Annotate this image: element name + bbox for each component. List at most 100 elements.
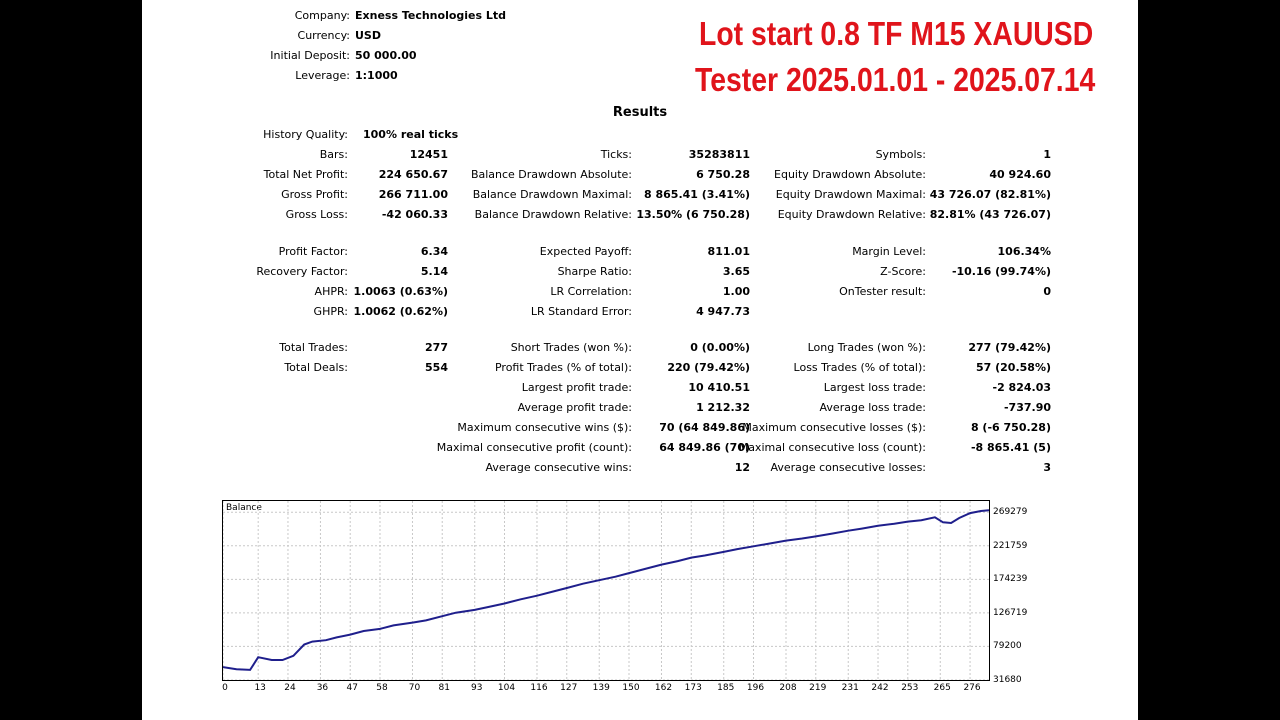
c2-stat-label: Balance Drawdown Maximal: xyxy=(472,188,632,201)
x-tick-label: 242 xyxy=(871,683,889,693)
c2-stat-label: Maximum consecutive wins ($): xyxy=(457,421,632,434)
c1-stat-label: Gross Loss: xyxy=(285,208,348,221)
x-tick-label: 81 xyxy=(438,683,450,693)
initial-deposit-label: Initial Deposit: xyxy=(270,49,350,62)
c1-stat-value: -42 060.33 xyxy=(381,208,448,221)
x-tick-label: 24 xyxy=(284,683,296,693)
c2-stat-value: 12 xyxy=(734,461,750,474)
c3-stat-value: 3 xyxy=(1043,461,1051,474)
c2-stat-value: 3.65 xyxy=(722,265,750,278)
c3-stat-label: OnTester result: xyxy=(839,285,926,298)
x-tick-label: 173 xyxy=(684,683,702,693)
c3-stat-label: Symbols: xyxy=(875,148,926,161)
x-tick-label: 13 xyxy=(254,683,266,693)
x-tick-label: 36 xyxy=(316,683,329,693)
c2-stat-label: Average consecutive wins: xyxy=(485,461,632,474)
c3-stat-value: 57 (20.58%) xyxy=(975,361,1051,374)
c3-stat-value: 8 (-6 750.28) xyxy=(970,421,1051,434)
c1-stat-value: 1.0062 (0.62%) xyxy=(353,305,449,318)
c2-stat-label: LR Correlation: xyxy=(550,285,632,298)
overlay-settings-text: Lot start 0.8 TF M15 XAUUSD xyxy=(699,15,1094,52)
y-tick-label: 221759 xyxy=(993,540,1028,551)
x-tick-label: 253 xyxy=(901,683,919,693)
c3-stat-label: Loss Trades (% of total): xyxy=(793,361,926,374)
c1-stat-value: 12451 xyxy=(409,148,448,161)
c2-stat-label: Short Trades (won %): xyxy=(510,341,632,354)
c2-stat-value: 1 212.32 xyxy=(696,401,750,414)
c2-stat-value: 10 410.51 xyxy=(688,381,750,394)
c2-stat-value: 220 (79.42%) xyxy=(667,361,750,374)
c3-stat-label: Long Trades (won %): xyxy=(807,341,926,354)
c3-stat-value: 40 924.60 xyxy=(989,168,1051,181)
c3-stat-label: Maximum consecutive losses ($): xyxy=(742,421,926,434)
c1-stat-value: 224 650.67 xyxy=(378,168,448,181)
c2-stat-value: 1.00 xyxy=(722,285,750,298)
c1-stat-label: AHPR: xyxy=(314,285,348,298)
balance-chart: Balance xyxy=(222,500,990,681)
c1-stat-label: Total Net Profit: xyxy=(263,168,348,181)
y-tick-label: 79200 xyxy=(993,641,1022,652)
overlay-tester-period-text: Tester 2025.01.01 - 2025.07.14 xyxy=(695,61,1096,98)
c2-stat-label: Expected Payoff: xyxy=(539,245,632,258)
c2-stat-value: 0 (0.00%) xyxy=(690,341,750,354)
c3-stat-label: Average consecutive losses: xyxy=(770,461,926,474)
c2-stat-label: Balance Drawdown Absolute: xyxy=(470,168,632,181)
leverage-value: 1:1000 xyxy=(355,69,398,82)
c1-stat-label: Total Deals: xyxy=(284,361,348,374)
c2-stat-label: Maximal consecutive profit (count): xyxy=(436,441,632,454)
x-tick-label: 276 xyxy=(963,683,981,693)
x-tick-label: 58 xyxy=(376,683,388,693)
chart-title: Balance xyxy=(226,503,262,513)
x-tick-label: 0 xyxy=(222,683,228,693)
c1-stat-label: Gross Profit: xyxy=(281,188,348,201)
x-tick-label: 104 xyxy=(497,683,516,693)
currency-label: Currency: xyxy=(297,29,350,42)
c3-stat-value: 0 xyxy=(1043,285,1051,298)
balance-series-line xyxy=(223,509,989,671)
report-sheet: Company: Exness Technologies Ltd Currenc… xyxy=(142,0,1138,720)
x-tick-label: 231 xyxy=(841,683,859,693)
c3-stat-value: 1 xyxy=(1043,148,1051,161)
c2-stat-value: 70 (64 849.86) xyxy=(659,421,750,434)
x-tick-label: 185 xyxy=(717,683,735,693)
c2-stat-value: 64 849.86 (70) xyxy=(659,441,750,454)
c3-stat-label: Maximal consecutive loss (count): xyxy=(738,441,926,454)
c3-stat-label: Largest loss trade: xyxy=(823,381,926,394)
c3-stat-value: 43 726.07 (82.81%) xyxy=(929,188,1051,201)
c2-stat-value: 35283811 xyxy=(688,148,750,161)
c2-stat-label: Ticks: xyxy=(600,148,632,161)
c2-stat-value: 6 750.28 xyxy=(696,168,750,181)
c2-stat-label: Balance Drawdown Relative: xyxy=(474,208,632,221)
y-tick-label: 174239 xyxy=(993,574,1028,585)
c1-stat-value: 266 711.00 xyxy=(378,188,448,201)
c1-stat-label: Profit Factor: xyxy=(278,245,348,258)
c2-stat-label: Profit Trades (% of total): xyxy=(494,361,632,374)
c1-stat-label: GHPR: xyxy=(313,305,348,318)
c3-stat-value: -737.90 xyxy=(1003,401,1051,414)
x-tick-label: 265 xyxy=(933,683,951,693)
c3-stat-label: Margin Level: xyxy=(852,245,926,258)
c2-stat-label: LR Standard Error: xyxy=(530,305,632,318)
c3-stat-value: -2 824.03 xyxy=(992,381,1052,394)
x-tick-label: 162 xyxy=(654,683,673,693)
leverage-label: Leverage: xyxy=(295,69,350,82)
c1-stat-value: 1.0063 (0.63%) xyxy=(353,285,449,298)
x-tick-label: 208 xyxy=(779,683,797,693)
c3-stat-label: Equity Drawdown Relative: xyxy=(777,208,926,221)
y-tick-label: 31680 xyxy=(993,675,1022,685)
x-tick-label: 93 xyxy=(470,683,483,693)
c3-stat-value: 106.34% xyxy=(997,245,1051,258)
x-tick-label: 116 xyxy=(530,683,548,693)
y-tick-label: 269279 xyxy=(993,507,1028,518)
c1-stat-value: 6.34 xyxy=(420,245,448,258)
c1-stat-label: Recovery Factor: xyxy=(256,265,348,278)
c1-stat-value: 554 xyxy=(425,361,448,374)
x-tick-label: 47 xyxy=(346,683,358,693)
c3-stat-label: Average loss trade: xyxy=(819,401,926,414)
c3-stat-label: Z-Score: xyxy=(880,265,926,278)
c1-stat-label: Total Trades: xyxy=(279,341,348,354)
y-tick-label: 126719 xyxy=(993,607,1028,618)
c3-stat-label: Equity Drawdown Absolute: xyxy=(774,168,926,181)
c3-stat-value: 82.81% (43 726.07) xyxy=(929,208,1051,221)
history-quality-label: History Quality: xyxy=(263,128,348,141)
